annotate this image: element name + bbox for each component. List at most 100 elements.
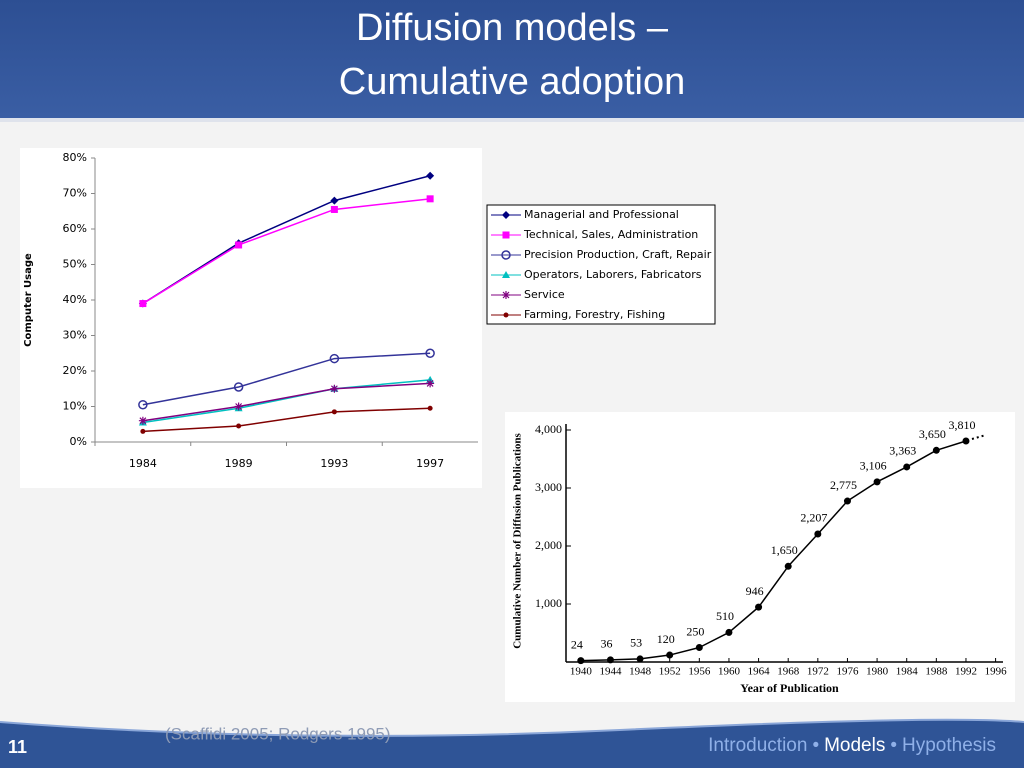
legend-label: Precision Production, Craft, Repair	[524, 248, 712, 261]
x-axis-label: Year of Publication	[740, 681, 839, 695]
marker	[426, 171, 435, 180]
marker	[502, 291, 510, 299]
point	[784, 562, 792, 570]
marker	[235, 241, 243, 249]
value-label: 510	[716, 609, 734, 623]
marker	[426, 379, 435, 388]
series-line	[580, 440, 967, 662]
nav-item: Models	[824, 735, 885, 756]
marker	[330, 196, 339, 205]
header-band	[0, 0, 1024, 118]
y-tick-label: 70%	[63, 187, 87, 200]
x-tick-label: 1948	[629, 666, 652, 678]
value-label: 36	[600, 637, 612, 651]
x-tick-label: 1968	[777, 666, 800, 678]
footer-rule	[0, 718, 1024, 737]
x-tick-label: 1993	[320, 457, 348, 470]
legend-label: Operators, Laborers, Fabricators	[524, 268, 702, 281]
value-label: 250	[686, 624, 704, 638]
value-label: 2,775	[830, 478, 857, 492]
value-label: 53	[630, 636, 642, 650]
marker	[236, 423, 242, 429]
y-tick-label: 40%	[63, 293, 87, 306]
y-tick-label: 0%	[70, 435, 87, 448]
value-label: 24	[571, 637, 583, 651]
nav-separator: •	[890, 735, 897, 756]
chart-panel	[20, 148, 482, 488]
x-tick-label: 1984	[129, 457, 157, 470]
legend-label: Managerial and Professional	[524, 208, 679, 221]
point	[873, 478, 881, 486]
marker	[331, 409, 337, 415]
point	[577, 657, 585, 665]
legend-label: Technical, Sales, Administration	[523, 228, 698, 241]
value-label: 120	[657, 632, 675, 646]
slide-title: Cumulative adoption	[339, 61, 685, 103]
series-line	[142, 379, 431, 424]
marker	[502, 271, 510, 278]
x-tick-label: 1997	[416, 457, 444, 470]
y-tick-label: 20%	[63, 364, 87, 377]
point	[695, 644, 703, 651]
x-tick-label: 1960	[718, 666, 741, 678]
point	[932, 446, 940, 454]
y-tick-label: 80%	[63, 151, 87, 164]
point	[666, 651, 674, 659]
marker	[330, 384, 339, 393]
value-label: 3,650	[919, 427, 946, 441]
marker	[140, 428, 146, 434]
marker	[330, 205, 338, 213]
y-tick-label: 2,000	[535, 538, 562, 552]
x-tick-label: 1956	[688, 666, 711, 678]
y-axis-label: Computer Usage	[23, 253, 34, 347]
marker	[427, 405, 433, 411]
marker	[234, 402, 243, 411]
marker	[502, 231, 510, 239]
marker	[503, 312, 509, 318]
value-label: 3,363	[889, 444, 916, 458]
y-axis-label: Cumulative Number of Diffusion Publicati…	[512, 433, 524, 649]
x-tick-label: 1988	[925, 666, 948, 678]
x-tick-label: 1944	[599, 666, 622, 678]
x-tick-label: 1992	[955, 666, 977, 678]
marker	[426, 195, 434, 203]
marker	[501, 250, 511, 260]
chart-panel	[505, 412, 1015, 702]
series-line	[142, 198, 431, 305]
legend-label: Farming, Forestry, Fishing	[524, 308, 665, 321]
x-tick-label: 1940	[570, 666, 593, 678]
marker	[139, 300, 147, 308]
nav-item: Introduction	[708, 735, 807, 756]
y-tick-label: 30%	[63, 329, 87, 342]
series-line	[142, 352, 431, 406]
series-line	[142, 407, 431, 433]
value-label: 3,810	[948, 418, 975, 432]
legend-box	[486, 204, 716, 325]
y-tick-label: 50%	[63, 258, 87, 271]
value-label: 2,207	[800, 511, 827, 525]
x-tick-label: 1952	[659, 666, 681, 678]
page-number: 11	[8, 737, 27, 757]
x-tick-label: 1964	[748, 666, 771, 678]
x-tick-label: 1972	[807, 666, 829, 678]
point	[606, 656, 614, 664]
marker	[138, 399, 148, 410]
marker	[502, 211, 510, 219]
point	[725, 628, 733, 636]
marker	[329, 353, 340, 364]
point	[814, 530, 822, 538]
point	[755, 603, 763, 611]
marker	[233, 382, 244, 392]
header-rule	[0, 118, 1024, 122]
x-tick-label: 1996	[985, 666, 1008, 678]
nav-separator: •	[812, 735, 819, 756]
point	[843, 497, 851, 505]
legend-label: Service	[524, 288, 565, 301]
y-tick-label: 60%	[63, 222, 87, 235]
chart: 1,000 2,000 3,000 4,000 1940 1944 1948 1952 1956…	[512, 418, 1008, 695]
y-tick-label: 1,000	[535, 596, 562, 610]
point	[962, 437, 970, 445]
point	[903, 463, 911, 471]
y-tick-label: 10%	[63, 400, 87, 413]
